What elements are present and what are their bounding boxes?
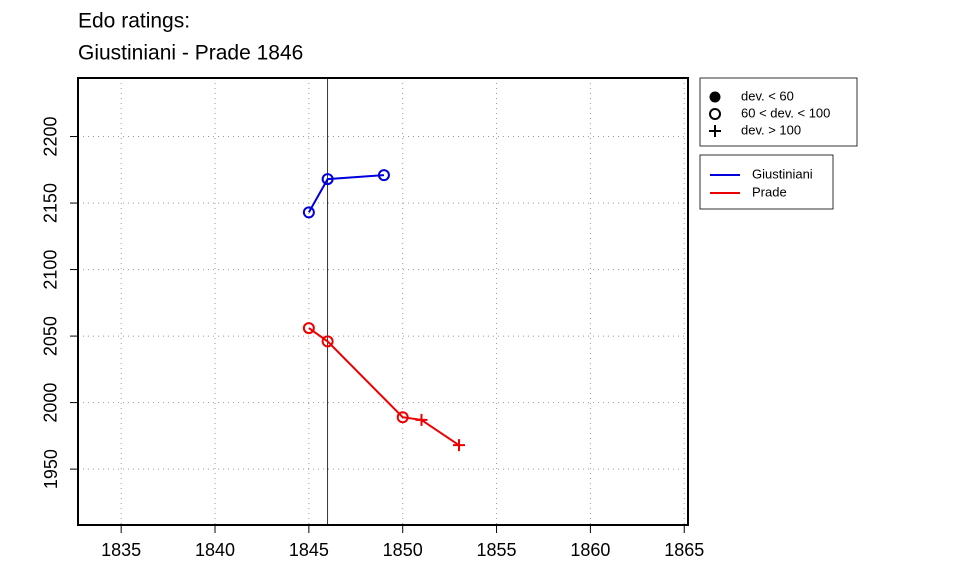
- x-tick-label: 1850: [383, 540, 423, 560]
- legend-label: 60 < dev. < 100: [741, 105, 830, 120]
- marker: [302, 322, 315, 335]
- x-tick-label: 1835: [101, 540, 141, 560]
- marker: [396, 411, 409, 424]
- x-tick-label: 1840: [195, 540, 235, 560]
- legend-symbol: [709, 91, 721, 103]
- plot-frame: [77, 77, 689, 526]
- legend-symbol: [709, 125, 721, 137]
- chart-title: Edo ratings:: [78, 10, 190, 33]
- legend-label: dev. < 60: [741, 88, 794, 103]
- y-tick-label: 2000: [41, 383, 61, 423]
- legend-label: Prade: [752, 184, 787, 199]
- y-tick-label: 2200: [41, 117, 61, 157]
- line: [308, 327, 460, 447]
- marker: [453, 439, 466, 452]
- chart-subtitle: Giustiniani - Prade 1846: [78, 42, 303, 65]
- line: [307, 174, 385, 213]
- y-tick-label: 2050: [41, 316, 61, 356]
- legend-frame: [699, 77, 858, 147]
- marker: [302, 206, 315, 219]
- x-tick-label: 1845: [289, 540, 329, 560]
- marker: [415, 413, 428, 426]
- legend-label: Giustiniani: [752, 166, 813, 181]
- legend-symbol: [709, 108, 721, 120]
- x-tick-label: 1865: [664, 540, 704, 560]
- legend-frame: [699, 154, 834, 210]
- y-tick-label: 2100: [41, 250, 61, 290]
- x-tick-label: 1860: [570, 540, 610, 560]
- marker: [377, 169, 390, 182]
- legend-label: dev. > 100: [741, 122, 801, 137]
- x-tick-label: 1855: [477, 540, 517, 560]
- marker: [321, 173, 334, 186]
- y-tick-label: 2150: [41, 183, 61, 223]
- marker: [321, 335, 334, 348]
- y-tick-label: 1950: [41, 449, 61, 489]
